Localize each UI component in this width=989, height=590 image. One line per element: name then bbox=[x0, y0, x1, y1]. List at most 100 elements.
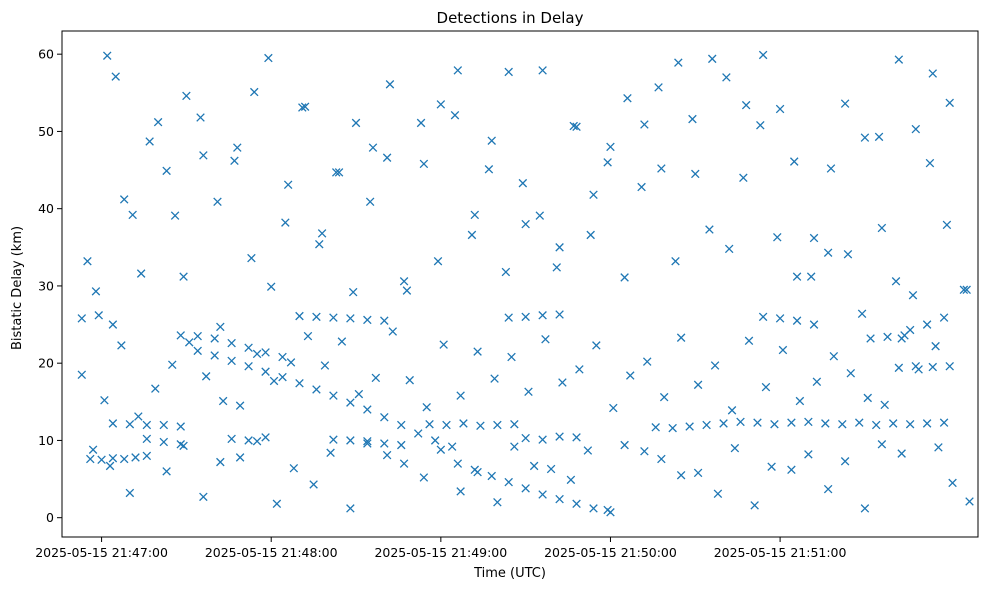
detection-point bbox=[555, 243, 564, 252]
detection-point bbox=[688, 114, 697, 124]
detection-point bbox=[775, 314, 785, 323]
detection-point bbox=[671, 256, 680, 266]
detection-point bbox=[504, 477, 513, 487]
detection-point bbox=[102, 51, 112, 60]
detection-point bbox=[501, 267, 511, 277]
detection-point bbox=[317, 229, 327, 238]
detection-point bbox=[838, 419, 847, 429]
detection-point bbox=[380, 413, 389, 422]
detection-point bbox=[281, 218, 290, 227]
detection-point bbox=[493, 497, 502, 507]
detection-point bbox=[770, 419, 779, 429]
detection-point bbox=[484, 165, 494, 174]
x-tick-label: 2025-05-15 21:47:00 bbox=[35, 545, 168, 560]
detection-point bbox=[136, 269, 146, 278]
detection-point bbox=[623, 93, 632, 103]
detection-point bbox=[145, 137, 154, 146]
y-tick-label: 10 bbox=[38, 433, 54, 448]
detection-point bbox=[589, 190, 598, 200]
detection-point bbox=[193, 331, 202, 341]
detection-point bbox=[199, 492, 208, 502]
detection-point bbox=[266, 282, 276, 291]
y-tick-label: 60 bbox=[38, 47, 54, 62]
detection-point bbox=[252, 436, 262, 446]
detection-point bbox=[945, 98, 954, 108]
detection-point bbox=[538, 311, 547, 320]
detection-point bbox=[346, 504, 355, 513]
detection-point bbox=[642, 357, 652, 366]
detection-point bbox=[778, 345, 788, 355]
x-tick-label: 2025-05-15 21:49:00 bbox=[374, 545, 507, 560]
detection-point bbox=[928, 69, 938, 78]
detection-point bbox=[346, 398, 355, 407]
detection-point bbox=[117, 341, 126, 350]
detection-point bbox=[504, 67, 513, 77]
detection-point bbox=[210, 351, 219, 360]
detection-point bbox=[329, 435, 338, 444]
detection-point bbox=[264, 53, 273, 63]
detection-point bbox=[227, 356, 236, 366]
detection-point bbox=[490, 374, 499, 383]
detection-point bbox=[758, 50, 768, 60]
detection-point bbox=[453, 66, 463, 75]
detection-point bbox=[657, 454, 666, 464]
detection-point bbox=[348, 287, 358, 297]
detection-point bbox=[877, 440, 887, 449]
detection-point bbox=[507, 352, 516, 362]
x-axis-label: Time (UTC) bbox=[473, 566, 546, 581]
detection-point bbox=[196, 113, 205, 122]
detection-point bbox=[184, 338, 194, 347]
detection-point bbox=[346, 314, 355, 323]
detection-point bbox=[309, 480, 318, 489]
detection-point bbox=[430, 436, 440, 445]
detection-point bbox=[521, 312, 530, 322]
detection-point bbox=[326, 448, 335, 458]
detection-point bbox=[233, 143, 242, 152]
detection-point bbox=[558, 378, 567, 387]
detection-point bbox=[473, 467, 482, 477]
detection-point bbox=[518, 178, 528, 188]
detection-point bbox=[329, 313, 338, 322]
detection-point bbox=[218, 396, 228, 406]
detection-point bbox=[247, 253, 256, 263]
detection-point bbox=[724, 244, 734, 254]
detection-point bbox=[583, 446, 593, 455]
detection-point bbox=[289, 463, 299, 473]
detection-point bbox=[727, 406, 737, 415]
detection-point bbox=[651, 423, 660, 432]
detection-point bbox=[804, 417, 813, 427]
detection-point bbox=[524, 387, 533, 397]
detection-point bbox=[320, 361, 330, 370]
chart-title: Detections in Delay bbox=[437, 9, 584, 27]
detection-point bbox=[470, 210, 480, 220]
detection-point bbox=[456, 391, 465, 400]
detection-point bbox=[603, 505, 612, 515]
detection-point bbox=[854, 418, 864, 427]
detection-point bbox=[286, 358, 296, 367]
detection-point bbox=[942, 220, 952, 230]
detection-point bbox=[278, 372, 287, 382]
detection-point bbox=[131, 453, 140, 462]
detection-point bbox=[213, 197, 222, 206]
detection-point bbox=[739, 173, 748, 183]
detection-point bbox=[167, 360, 177, 369]
detection-point bbox=[295, 311, 304, 321]
detection-point bbox=[894, 363, 904, 373]
detection-point bbox=[346, 436, 355, 445]
detection-point bbox=[303, 331, 313, 341]
detection-point bbox=[176, 422, 186, 431]
detection-point bbox=[153, 117, 163, 127]
detection-point bbox=[315, 239, 324, 249]
detection-point bbox=[402, 286, 412, 295]
detection-point bbox=[298, 103, 307, 112]
detection-point bbox=[249, 87, 259, 97]
detection-point bbox=[363, 439, 372, 448]
detection-point bbox=[685, 422, 694, 431]
detection-point bbox=[134, 412, 143, 421]
detection-point bbox=[227, 338, 236, 348]
detection-point bbox=[261, 348, 270, 357]
detection-point bbox=[272, 499, 282, 509]
plot-area bbox=[78, 50, 974, 517]
detection-point bbox=[702, 420, 711, 430]
detection-point bbox=[744, 336, 754, 346]
